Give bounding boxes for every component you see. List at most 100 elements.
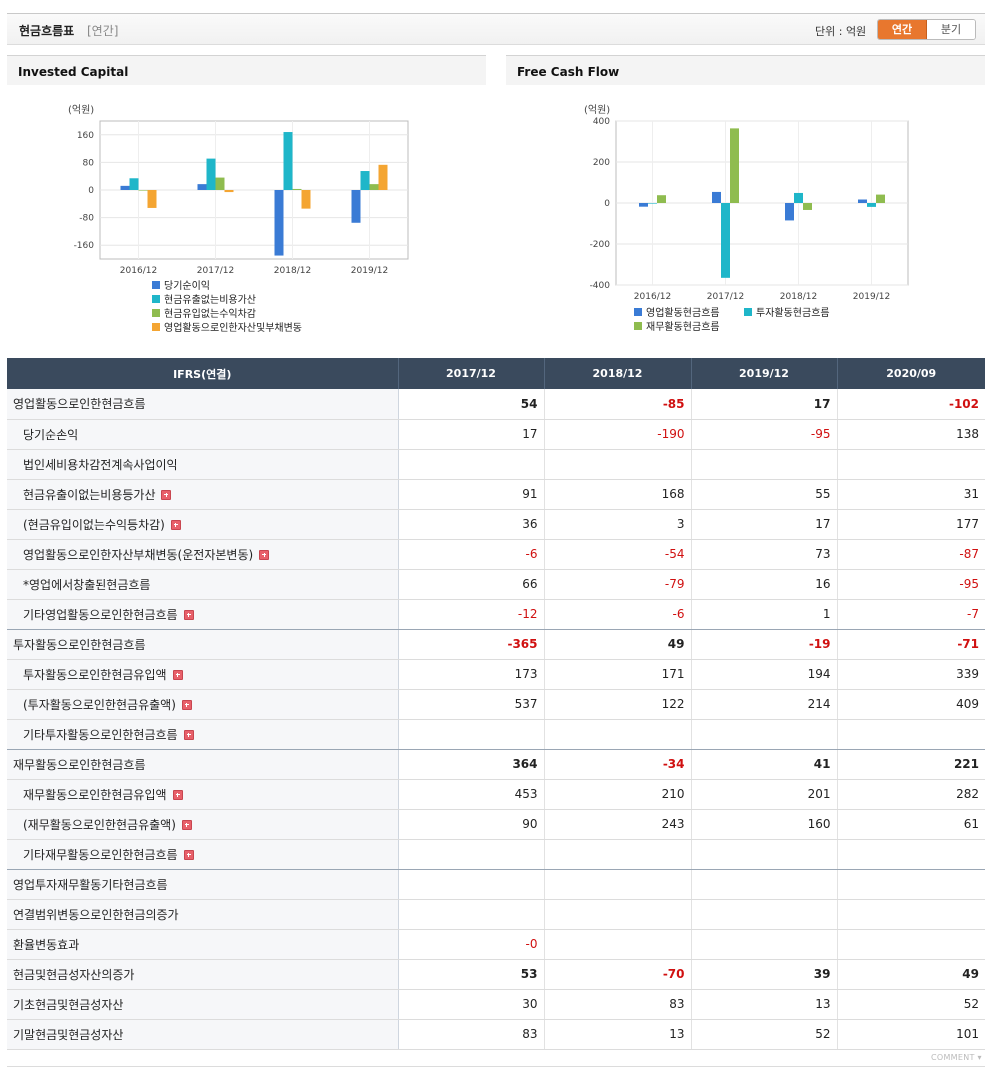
legend-swatch [152, 323, 160, 331]
row-label: 기초현금및현금성자산 [7, 989, 399, 1020]
row-label-text: 법인세비용차감전계속사업이익 [23, 457, 178, 472]
value-cell: 53 [398, 959, 545, 990]
value-cell: -85 [544, 389, 692, 420]
section-header: 현금흐름표 [연간] 단위 : 억원 연간 분기 [7, 13, 985, 45]
quarter-tab[interactable]: 분기 [927, 20, 975, 39]
value-cell: 409 [837, 689, 985, 720]
expand-plus-icon[interactable] [183, 849, 194, 860]
value-cell [691, 869, 838, 900]
value-cell: -87 [837, 539, 985, 570]
value-cell: -79 [544, 569, 692, 600]
legend-entry: 현금유출없는비용가산 [164, 293, 256, 306]
row-label: (투자활동으로인한현금유출액) [7, 689, 399, 720]
row-label-text: *영업에서창출된현금흐름 [23, 577, 151, 592]
legend-entry: 영업활동현금흐름 [646, 306, 720, 319]
value-cell: 3 [544, 509, 692, 540]
x-tick-label: 2017/12 [197, 266, 234, 276]
value-cell: 73 [691, 539, 838, 570]
row-label: 투자활동으로인한현금흐름 [7, 629, 399, 660]
value-cell [691, 839, 838, 870]
period-toggle: 연간 분기 [877, 19, 976, 40]
value-cell: -70 [544, 959, 692, 990]
bar [867, 203, 876, 207]
annual-tab[interactable]: 연간 [878, 20, 927, 39]
value-cell [837, 449, 985, 480]
bar [351, 190, 361, 223]
row-label: 기타재무활동으로인한현금흐름 [7, 839, 399, 870]
expand-plus-icon[interactable] [170, 519, 181, 530]
table-row: 재무활동으로인한현금유입액 453 210 201 282 [7, 779, 985, 810]
value-cell: 101 [837, 1019, 985, 1050]
y-tick-label: 200 [593, 158, 610, 168]
header-col: 2017/12 [398, 358, 545, 389]
bar [360, 171, 370, 190]
value-cell: 36 [398, 509, 545, 540]
value-cell [398, 869, 545, 900]
value-cell: 91 [398, 479, 545, 510]
value-cell: 160 [691, 809, 838, 840]
x-tick-label: 2018/12 [780, 292, 817, 302]
bar [224, 190, 234, 193]
row-label: 법인세비용차감전계속사업이익 [7, 449, 399, 480]
value-cell: 13 [544, 1019, 692, 1050]
value-cell: 168 [544, 479, 692, 510]
table-row: (현금유입이없는수익등차감) 36 3 17 177 [7, 509, 985, 540]
row-label: 현금유출이없는비용등가산 [7, 479, 399, 510]
value-cell: -54 [544, 539, 692, 570]
value-cell [837, 929, 985, 960]
bar [730, 128, 739, 203]
value-cell: 210 [544, 779, 692, 810]
expand-plus-icon[interactable] [259, 549, 270, 560]
value-cell [544, 929, 692, 960]
value-cell [544, 449, 692, 480]
value-cell [398, 899, 545, 930]
value-cell [398, 839, 545, 870]
value-cell: 49 [544, 629, 692, 660]
value-cell: 17 [691, 509, 838, 540]
legend-swatch [152, 309, 160, 317]
invested-capital-chart: (억원) 160 80 0 -80 -160 2016/12 2017/12 2018/12 20… [68, 104, 409, 334]
bar [129, 178, 139, 190]
expand-plus-icon[interactable] [172, 669, 183, 680]
value-cell: 1 [691, 599, 838, 630]
value-cell: 537 [398, 689, 545, 720]
row-label-text: 기말현금및현금성자산 [13, 1027, 124, 1042]
table-row: 연결범위변동으로인한현금의증가 [7, 899, 985, 930]
table-row: 영업투자재무활동기타현금흐름 [7, 869, 985, 900]
value-cell [691, 929, 838, 960]
row-label-text: (재무활동으로인한현금유출액) [23, 817, 176, 832]
row-label: (재무활동으로인한현금유출액) [7, 809, 399, 840]
bar [712, 191, 721, 203]
expand-plus-icon[interactable] [183, 729, 194, 740]
row-label-text: 투자활동으로인한현금흐름 [13, 637, 146, 652]
value-cell: -34 [544, 749, 692, 780]
row-label: 영업투자재무활동기타현금흐름 [7, 869, 399, 900]
expand-plus-icon[interactable] [181, 819, 192, 830]
expand-plus-icon[interactable] [161, 489, 172, 500]
value-cell [398, 449, 545, 480]
y-tick-label: 160 [77, 131, 94, 141]
value-cell [691, 449, 838, 480]
row-label: 연결범위변동으로인한현금의증가 [7, 899, 399, 930]
value-cell: 201 [691, 779, 838, 810]
x-tick-label: 2018/12 [274, 266, 311, 276]
bar [147, 190, 157, 208]
expand-plus-icon[interactable] [181, 699, 192, 710]
row-label: 기말현금및현금성자산 [7, 1019, 399, 1050]
legend-entry: 현금유입없는수익차감 [164, 307, 256, 320]
y-tick-label: -160 [74, 241, 95, 251]
comment-toggle[interactable]: COMMENT ▾ [931, 1053, 982, 1062]
table-row: 현금유출이없는비용등가산 91 168 55 31 [7, 479, 985, 510]
value-cell: 122 [544, 689, 692, 720]
legend-entry: 재무활동현금흐름 [646, 320, 720, 333]
expand-plus-icon[interactable] [183, 609, 194, 620]
row-label-text: 환율변동효과 [13, 937, 80, 952]
row-label-text: 기타영업활동으로인한현금흐름 [23, 607, 178, 622]
table-row: 현금및현금성자산의증가 53 -70 39 49 [7, 959, 985, 990]
value-cell [837, 899, 985, 930]
value-cell: 453 [398, 779, 545, 810]
bar [197, 184, 207, 190]
bar [657, 195, 666, 203]
row-label: 기타영업활동으로인한현금흐름 [7, 599, 399, 630]
expand-plus-icon[interactable] [172, 789, 183, 800]
